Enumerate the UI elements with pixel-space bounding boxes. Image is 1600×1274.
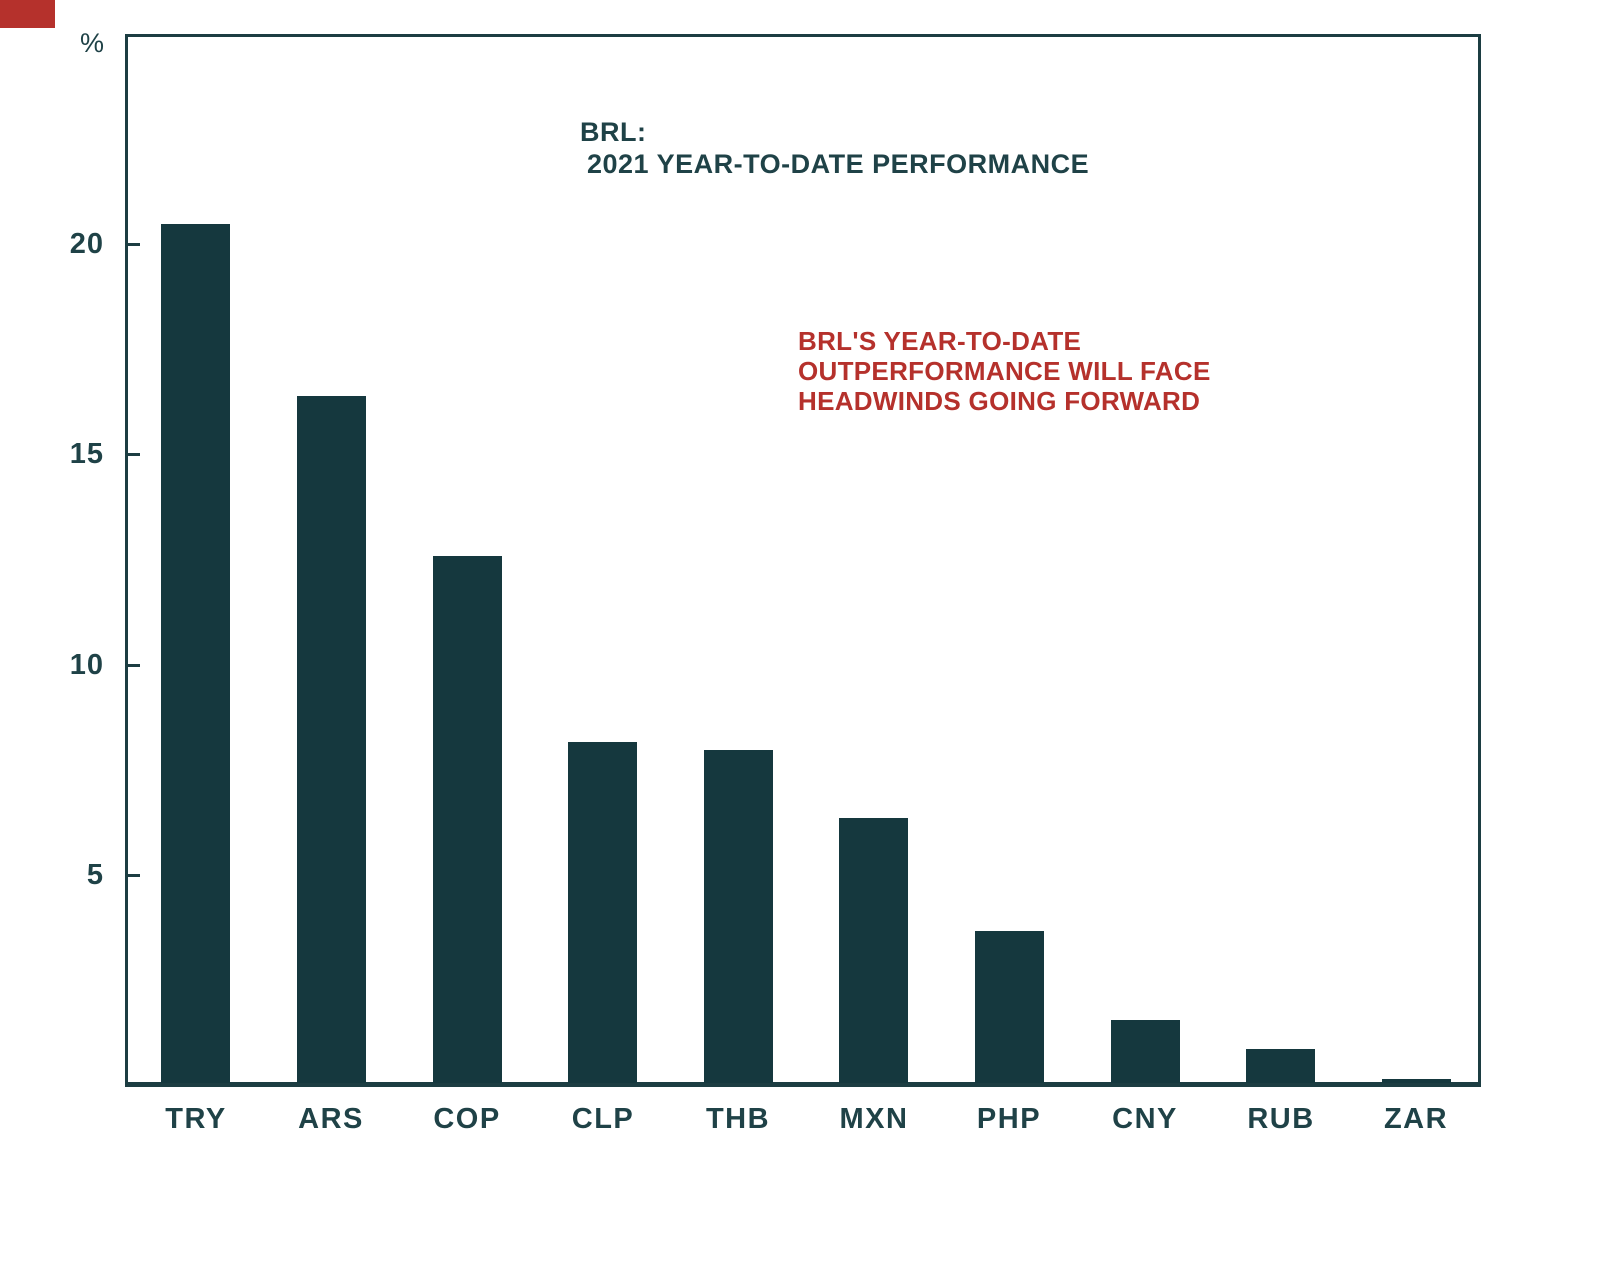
annotation-line: BRL'S YEAR-TO-DATE bbox=[798, 326, 1082, 356]
bar-php bbox=[975, 931, 1044, 1083]
annotation-line: HEADWINDS GOING FORWARD bbox=[798, 386, 1201, 416]
x-axis-label-mxn: MXN bbox=[839, 1103, 909, 1135]
bar-zar bbox=[1382, 1079, 1451, 1083]
bar-try bbox=[161, 224, 230, 1083]
x-axis-label-try: TRY bbox=[165, 1103, 227, 1135]
x-axis-label-cny: CNY bbox=[1112, 1103, 1178, 1135]
x-axis-label-zar: ZAR bbox=[1383, 1103, 1449, 1135]
corner-accent-block bbox=[0, 0, 55, 28]
bar-mxn bbox=[839, 818, 908, 1083]
x-axis-label-rub: RUB bbox=[1247, 1103, 1315, 1135]
annotation-line: OUTPERFORMANCE WILL FACE bbox=[798, 356, 1211, 386]
y-tick-mark-15 bbox=[128, 453, 140, 456]
x-axis-label-php: PHP bbox=[976, 1103, 1042, 1135]
x-axis-label-clp: CLP bbox=[571, 1103, 635, 1135]
y-tick-mark-10 bbox=[128, 664, 140, 667]
y-tick-label-5: 5 bbox=[86, 859, 104, 891]
y-tick-mark-5 bbox=[128, 874, 140, 877]
y-tick-label-20: 20 bbox=[69, 228, 104, 260]
y-tick-label-10: 10 bbox=[69, 649, 104, 681]
chart-title-line2: 2021 YEAR-TO-DATE PERFORMANCE bbox=[587, 149, 1090, 179]
bar-rub bbox=[1246, 1049, 1315, 1083]
bar-cop bbox=[433, 556, 502, 1083]
x-axis-label-cop: COP bbox=[433, 1103, 501, 1135]
bar-clp bbox=[568, 742, 637, 1083]
bar-thb bbox=[704, 750, 773, 1083]
x-axis-label-thb: THB bbox=[705, 1103, 771, 1135]
y-tick-label-15: 15 bbox=[69, 438, 104, 470]
bar-ars bbox=[297, 396, 366, 1083]
bar-cny bbox=[1111, 1020, 1180, 1083]
chart-annotation: BRL'S YEAR-TO-DATE OUTPERFORMANCE WILL F… bbox=[798, 326, 1211, 416]
x-axis-label-ars: ARS bbox=[298, 1103, 364, 1135]
chart-title: BRL: 2021 YEAR-TO-DATE PERFORMANCE bbox=[580, 116, 1089, 180]
chart-title-line1: BRL: bbox=[580, 117, 647, 147]
y-axis-unit-label: % bbox=[79, 28, 104, 58]
y-tick-mark-20 bbox=[128, 243, 140, 246]
